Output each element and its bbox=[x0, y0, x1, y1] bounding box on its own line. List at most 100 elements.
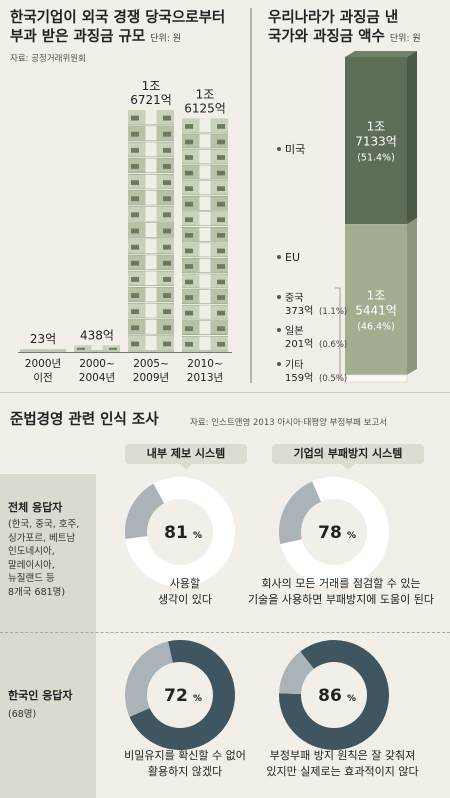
other-country-name: 기타 bbox=[285, 359, 303, 371]
money-mark bbox=[217, 186, 225, 191]
donut-major-slice bbox=[280, 477, 389, 588]
money-mark bbox=[163, 276, 171, 282]
money-band bbox=[199, 180, 211, 195]
value-label: 438억 bbox=[80, 329, 114, 343]
money-mark bbox=[131, 341, 139, 347]
money-mark bbox=[163, 260, 171, 266]
group2-detail: (68명) bbox=[8, 709, 37, 720]
group1-detail-line: 싱가포르, 베트남 bbox=[8, 532, 76, 544]
money-bar bbox=[128, 110, 174, 352]
q2-description: 회사의 모든 거래를 점검할 수 있는 기술을 사용하면 부패방지에 도움이 된… bbox=[232, 576, 450, 608]
money-mark bbox=[163, 131, 171, 137]
q3-desc-line: 활용하지 않겠다 bbox=[147, 765, 223, 778]
money-mark bbox=[217, 155, 225, 160]
category-label: 2005~ bbox=[133, 358, 169, 370]
money-band bbox=[199, 211, 211, 226]
value-label: 23억 bbox=[30, 332, 56, 346]
eu-value-line: 5441억 bbox=[355, 304, 397, 318]
donut-minor-slice bbox=[124, 641, 173, 717]
group-label-panel bbox=[0, 474, 96, 798]
money-mark bbox=[217, 279, 225, 285]
left-title-line2-text: 부과 받은 과징금 규모 bbox=[10, 29, 146, 45]
money-mark bbox=[185, 217, 193, 223]
us-value-line: 1조 bbox=[367, 120, 386, 134]
left-chart-title: 한국기업이 외국 경쟁 당국으로부터 부과 받은 과징금 규모 단위: 원 bbox=[10, 9, 250, 49]
money-bar bbox=[182, 118, 228, 353]
category-label: 2009년 bbox=[133, 372, 169, 384]
money-mark bbox=[163, 293, 171, 298]
donut-chart: 86% bbox=[279, 640, 389, 750]
category-label: 이전 bbox=[33, 372, 52, 384]
group1-detail: (한국, 중국, 호주, 싱가포르, 베트남 인도네시아, 말레이시아, 뉴질랜… bbox=[8, 518, 94, 599]
money-band bbox=[199, 243, 211, 257]
money-mark bbox=[185, 139, 193, 145]
survey-title: 준법경영 관련 인식 조사 bbox=[10, 412, 159, 428]
q4-description: 부정부패 방지 원칙은 잘 갖춰져 있지만 실제로는 효과적이지 않다 bbox=[245, 748, 440, 780]
group1-detail-line: 8개국 681명) bbox=[8, 586, 66, 598]
q4-desc-line: 있지만 실제로는 효과적이지 않다 bbox=[266, 765, 419, 778]
donut-value-label: 78 bbox=[318, 523, 342, 543]
money-mark bbox=[217, 264, 225, 269]
us-country-label: 미국 bbox=[285, 143, 305, 156]
money-band bbox=[199, 320, 211, 335]
category-label: 2004년 bbox=[79, 372, 115, 384]
money-mark bbox=[217, 341, 225, 347]
eu-bullet bbox=[277, 255, 281, 259]
others-bracket bbox=[335, 287, 341, 379]
money-mark bbox=[131, 196, 139, 202]
group-divider bbox=[0, 632, 450, 633]
q2-desc-line: 기술을 사용하면 부패방지에 도움이 된다 bbox=[247, 593, 435, 606]
donut-value-label: 72 bbox=[164, 686, 188, 706]
left-bar-chart: 23억2000년이전438억2000~2004년1조6721억2005~2009… bbox=[18, 79, 232, 384]
money-mark bbox=[185, 248, 193, 254]
other-country-pct: (0.5%) bbox=[319, 374, 347, 384]
money-mark bbox=[217, 139, 225, 145]
money-mark bbox=[163, 325, 171, 331]
money-band bbox=[199, 258, 211, 273]
money-band bbox=[145, 206, 157, 221]
money-mark bbox=[131, 147, 139, 153]
eu-pct: (46.4%) bbox=[357, 322, 395, 333]
category-label: 2000~ bbox=[79, 358, 115, 370]
category-label: 2010~ bbox=[187, 358, 223, 370]
money-band bbox=[199, 118, 211, 133]
us-bullet bbox=[277, 147, 281, 151]
money-mark bbox=[163, 341, 171, 347]
donut-major-slice bbox=[279, 640, 389, 750]
money-band bbox=[199, 274, 211, 288]
money-mark bbox=[131, 260, 139, 266]
money-band bbox=[199, 289, 211, 304]
money-band bbox=[199, 305, 211, 319]
money-mark bbox=[185, 341, 193, 347]
value-label: 1조 bbox=[142, 79, 161, 93]
other-bullet bbox=[277, 362, 281, 366]
money-band bbox=[199, 336, 211, 350]
money-mark bbox=[131, 180, 139, 186]
money-mark bbox=[185, 232, 193, 238]
money-mark bbox=[77, 347, 85, 350]
segment-eu-side bbox=[407, 218, 417, 375]
other-country-pct: (0.6%) bbox=[319, 340, 347, 350]
right-title-line2-text: 국가와 과징금 액수 bbox=[268, 29, 385, 45]
donut-minor-slice bbox=[125, 483, 165, 539]
other-country-pct: (1.1%) bbox=[319, 307, 347, 317]
money-mark bbox=[185, 295, 193, 300]
donut-major-slice bbox=[129, 640, 235, 750]
money-band bbox=[145, 271, 157, 286]
segment-us-side bbox=[407, 51, 417, 225]
donut-chart: 81% bbox=[125, 477, 235, 587]
money-mark bbox=[163, 309, 171, 315]
donut-minor-slice bbox=[279, 481, 321, 544]
category-label: 2000년 bbox=[25, 358, 61, 370]
money-band bbox=[199, 149, 211, 164]
money-mark bbox=[217, 201, 225, 207]
donut-pct-sign: % bbox=[193, 531, 202, 541]
segment-others bbox=[344, 374, 408, 383]
vertical-divider bbox=[250, 8, 252, 383]
money-bundle bbox=[20, 349, 66, 350]
q1-description: 사용할 생각이 있다 bbox=[110, 576, 260, 608]
donut-chart: 78% bbox=[279, 477, 389, 588]
money-mark bbox=[185, 155, 193, 160]
q3-description: 비밀유지를 확신할 수 없어 활용하지 않겠다 bbox=[100, 748, 270, 780]
money-mark bbox=[185, 279, 193, 285]
